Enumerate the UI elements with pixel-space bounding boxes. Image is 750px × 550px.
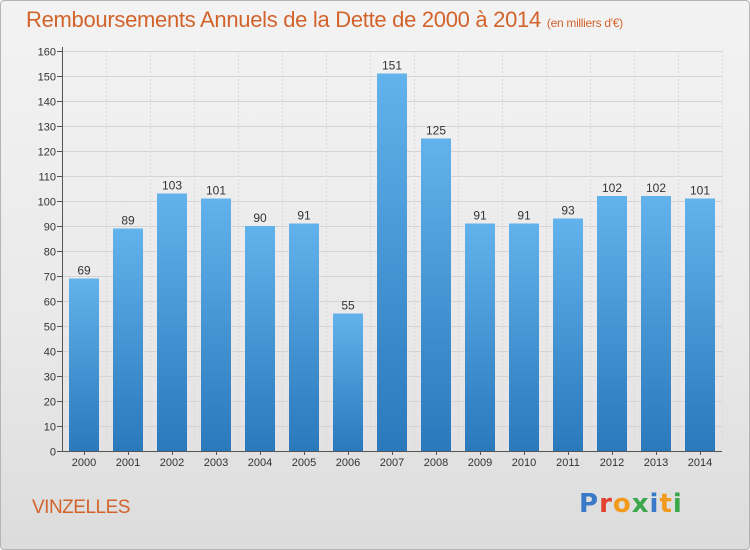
x-tick-label: 2008 xyxy=(424,457,448,469)
data-label: 90 xyxy=(253,211,267,225)
logo-letter: o xyxy=(612,489,632,519)
y-tick-label: 150 xyxy=(38,72,56,84)
chart-subtitle: (en milliers d'€) xyxy=(546,16,623,30)
x-tick-label: 2013 xyxy=(644,457,668,469)
data-label: 151 xyxy=(382,59,402,73)
data-label: 101 xyxy=(690,184,710,198)
bar-2002 xyxy=(157,193,187,451)
logo-letter: t xyxy=(659,489,673,519)
bar-2005 xyxy=(289,223,319,451)
chart-title: Remboursements Annuels de la Dette de 20… xyxy=(26,7,623,33)
x-tick-label: 2003 xyxy=(204,457,228,469)
y-tick-label: 130 xyxy=(38,122,56,134)
y-tick-label: 90 xyxy=(44,222,56,234)
data-label: 91 xyxy=(297,209,311,223)
logo-letter: P xyxy=(579,489,600,519)
bar-2010 xyxy=(509,223,539,451)
y-tick-label: 40 xyxy=(44,347,56,359)
bars xyxy=(69,73,715,451)
y-tick-label: 140 xyxy=(38,97,56,109)
x-tick-label: 2005 xyxy=(292,457,316,469)
data-labels: 69 89 103 101 90 91 55 151 125 91 91 93 102 102 101 xyxy=(77,59,710,313)
x-tick-label: 2001 xyxy=(116,457,140,469)
y-tick-label: 120 xyxy=(38,147,56,159)
y-tick-label: 30 xyxy=(44,372,56,384)
y-tick-label: 50 xyxy=(44,322,56,334)
data-label: 101 xyxy=(206,184,226,198)
data-label: 125 xyxy=(426,124,446,138)
bar-2001 xyxy=(113,228,143,451)
bar-2013 xyxy=(641,196,671,451)
x-tick-label: 2012 xyxy=(600,457,624,469)
y-tick-label: 100 xyxy=(38,197,56,209)
data-label: 69 xyxy=(77,264,91,278)
x-tick-label: 2000 xyxy=(72,457,96,469)
x-tick-label: 2011 xyxy=(556,457,580,469)
data-label: 55 xyxy=(341,299,355,313)
y-tick-label: 20 xyxy=(44,397,56,409)
bar-2007 xyxy=(377,73,407,451)
y-tick-label: 60 xyxy=(44,297,56,309)
bar-2014 xyxy=(685,198,715,451)
logo-letter: x xyxy=(631,489,650,519)
y-tick-label: 10 xyxy=(44,422,56,434)
bar-2000 xyxy=(69,278,99,451)
axes: 0 10 20 30 40 50 60 70 80 90 100 110 120 130 140 150 160… xyxy=(38,47,722,469)
data-label: 102 xyxy=(602,181,622,195)
x-tick-label: 2007 xyxy=(380,457,404,469)
x-tick-label: 2009 xyxy=(468,457,492,469)
bar-2009 xyxy=(465,223,495,451)
data-label: 102 xyxy=(646,181,666,195)
data-label: 93 xyxy=(561,204,575,218)
data-label: 91 xyxy=(473,209,487,223)
bar-2004 xyxy=(245,226,275,451)
y-tick-label: 70 xyxy=(44,272,56,284)
bar-2008 xyxy=(421,138,451,451)
y-tick-label: 0 xyxy=(50,447,56,459)
y-tick-label: 80 xyxy=(44,247,56,259)
bar-2003 xyxy=(201,198,231,451)
data-label: 89 xyxy=(121,214,135,228)
x-tick-label: 2006 xyxy=(336,457,360,469)
y-tick-label: 110 xyxy=(38,172,56,184)
commune-name: VINZELLES xyxy=(32,497,130,518)
x-tick-label: 2010 xyxy=(512,457,536,469)
x-tick-label: 2002 xyxy=(160,457,184,469)
proxiti-logo[interactable]: Proxiti xyxy=(579,489,683,519)
logo-letter: r xyxy=(599,489,613,519)
logo-letter: i xyxy=(649,489,660,519)
title-text: Remboursements Annuels de la Dette de 20… xyxy=(26,7,541,32)
bar-2012 xyxy=(597,196,627,451)
data-label: 103 xyxy=(162,179,182,193)
logo-letter: i xyxy=(672,489,683,519)
y-tick-label: 160 xyxy=(38,47,56,59)
x-tick-label: 2014 xyxy=(688,457,712,469)
data-label: 91 xyxy=(517,209,531,223)
bar-2006 xyxy=(333,313,363,451)
bar-2011 xyxy=(553,218,583,451)
x-tick-label: 2004 xyxy=(248,457,272,469)
